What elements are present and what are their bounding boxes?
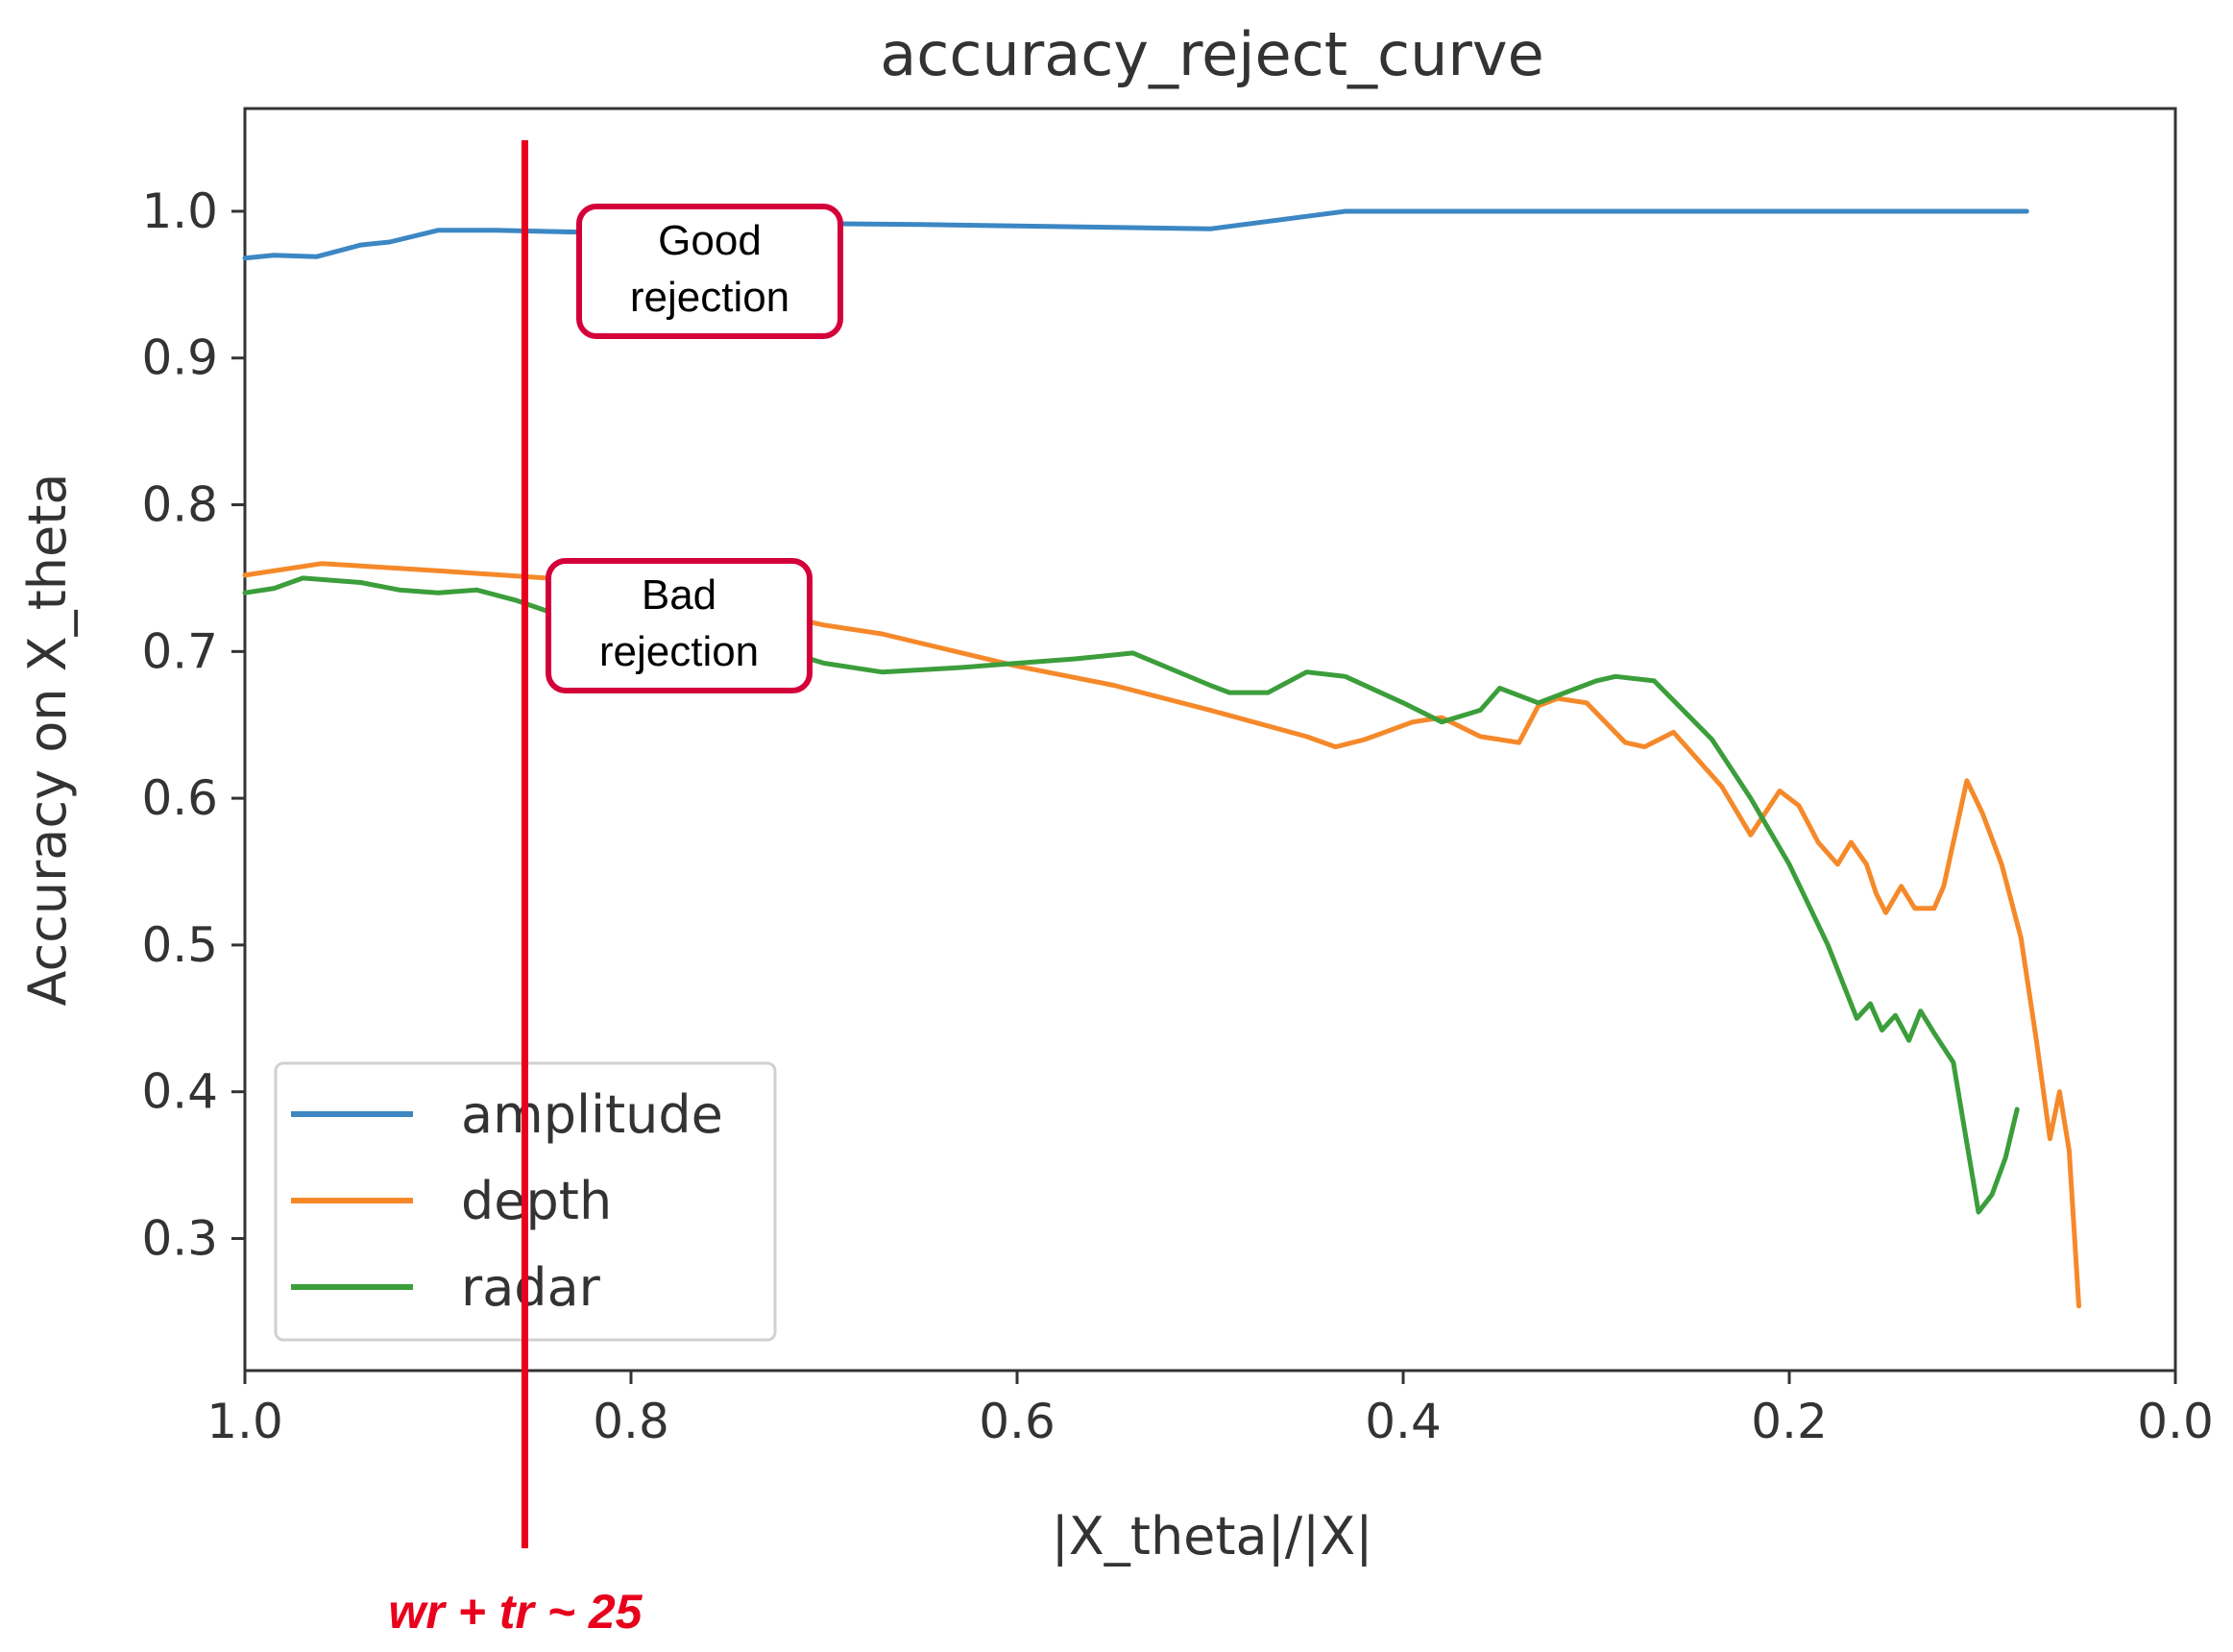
- y-tick-label: 0.5: [141, 917, 218, 973]
- y-tick-label: 1.0: [141, 183, 218, 239]
- x-tick-label: 1.0: [206, 1394, 283, 1449]
- legend-label-depth: depth: [461, 1171, 612, 1231]
- y-tick-label: 0.3: [141, 1210, 218, 1266]
- series-line-amplitude: [242, 208, 2029, 261]
- y-tick-label: 0.6: [141, 770, 218, 826]
- y-tick-label: 0.4: [141, 1064, 218, 1120]
- y-axis-ticks: 0.3 0.4 0.5 0.6 0.7 0.8 0.9 1.0: [141, 183, 245, 1266]
- x-tick-label: 0.4: [1365, 1394, 1442, 1449]
- legend: amplitude depth radar: [274, 1061, 777, 1342]
- good-rejection-box: [576, 204, 843, 339]
- legend-label-amplitude: amplitude: [461, 1084, 723, 1145]
- good-rejection-line-1: Good: [658, 217, 762, 264]
- x-tick-label: 0.6: [979, 1394, 1056, 1449]
- chart-title: accuracy_reject_curve: [880, 19, 1543, 89]
- bad-rejection-line-2: rejection: [599, 628, 759, 675]
- y-tick-label: 0.8: [141, 477, 218, 533]
- x-tick-label: 0.2: [1751, 1394, 1828, 1449]
- x-axis-ticks: 1.0 0.8 0.6 0.4 0.2 0.0: [206, 1371, 2214, 1449]
- y-tick-label: 0.7: [141, 623, 218, 679]
- series-line-depth: [242, 561, 2081, 1309]
- x-tick-label: 0.0: [2137, 1394, 2214, 1449]
- window-marker-label: wr + tr ~ 25: [388, 1585, 643, 1639]
- good-rejection-line-2: rejection: [630, 274, 789, 321]
- annotations: Good rejection Bad rejection: [546, 204, 843, 693]
- bad-rejection-line-1: Bad: [642, 571, 716, 619]
- plot-frame: [243, 107, 2177, 1373]
- bad-rejection-box: [546, 558, 813, 693]
- y-tick-label: 0.9: [141, 330, 218, 386]
- series-line-radar: [242, 575, 2020, 1215]
- x-tick-label: 0.8: [593, 1394, 669, 1449]
- legend-label-radar: radar: [461, 1257, 601, 1318]
- x-axis-title: |X_theta|/|X|: [1052, 1506, 1373, 1567]
- y-axis-title: Accuracy on X_theta: [17, 473, 78, 1006]
